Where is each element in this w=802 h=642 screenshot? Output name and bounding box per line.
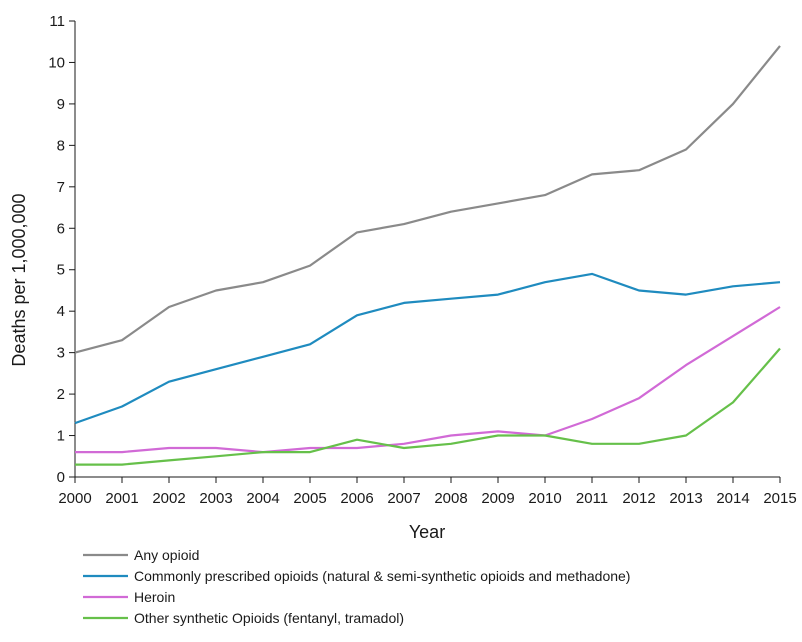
series-line-3 (75, 347, 781, 466)
x-tick-label: 2007 (387, 490, 420, 507)
x-axis-title: Year (409, 522, 445, 542)
y-tick-label: 9 (57, 96, 65, 113)
series-line-0 (74, 45, 781, 354)
x-tick-label: 2012 (622, 490, 655, 507)
x-tick-label: 2009 (481, 490, 514, 507)
x-tick-label: 2004 (246, 490, 279, 507)
legend-label-3: Other synthetic Opioids (fentanyl, trama… (134, 610, 404, 626)
y-tick-label: 10 (48, 54, 65, 71)
legend-label-2: Heroin (134, 589, 175, 605)
y-axis-title: Deaths per 1,000,000 (9, 193, 29, 366)
y-tick-label: 11 (49, 13, 65, 30)
x-tick-label: 2008 (434, 490, 467, 507)
x-axis-ticks: 2000 2001 2002 2003 2004 2005 2006 2007 2008 2009… (58, 477, 797, 507)
y-tick-label: 3 (57, 345, 65, 362)
x-tick-label: 2006 (340, 490, 373, 507)
x-tick-label: 2014 (716, 490, 749, 507)
y-tick-label: 0 (57, 469, 65, 486)
y-axis-ticks: 0 1 2 3 4 5 6 7 8 9 10 11 (48, 13, 75, 486)
y-tick-label: 4 (57, 303, 65, 320)
y-tick-label: 2 (57, 386, 65, 403)
series-line-2 (75, 306, 781, 454)
x-tick-label: 2003 (199, 490, 232, 507)
x-tick-label: 2002 (152, 490, 185, 507)
y-tick-label: 5 (57, 262, 65, 279)
x-tick-label: 2011 (576, 490, 608, 507)
x-tick-label: 2013 (669, 490, 702, 507)
x-tick-label: 2005 (293, 490, 326, 507)
y-tick-label: 8 (57, 137, 65, 154)
y-tick-label: 6 (57, 220, 65, 237)
legend: Any opioid Commonly prescribed opioids (n… (83, 547, 630, 626)
y-tick-label: 1 (57, 428, 65, 445)
x-tick-label: 2015 (763, 490, 796, 507)
series-lines (74, 45, 781, 466)
y-tick-label: 7 (57, 179, 65, 196)
x-tick-label: 2001 (105, 490, 138, 507)
x-tick-label: 2000 (58, 490, 91, 507)
legend-label-1: Commonly prescribed opioids (natural & s… (134, 568, 630, 584)
series-line-1 (74, 272, 781, 425)
x-tick-label: 2010 (528, 490, 561, 507)
legend-label-0: Any opioid (134, 547, 199, 563)
